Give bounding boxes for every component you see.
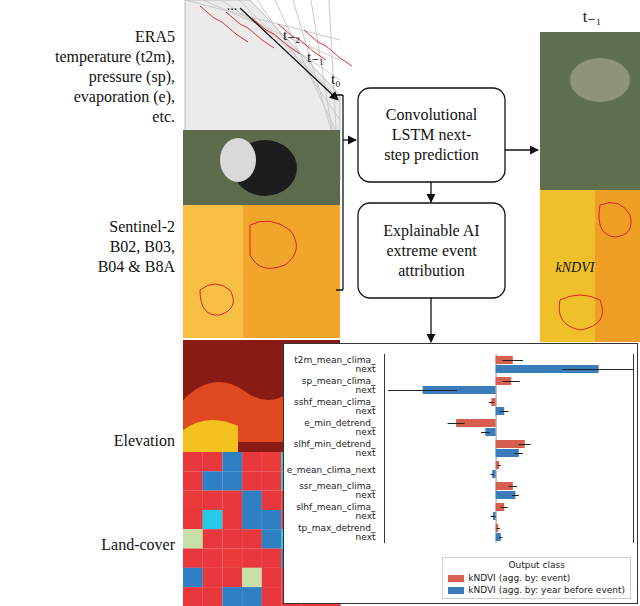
svg-text:...: ... [227, 0, 238, 13]
html-text:kNDVI (agg. by: event): kNDVI (agg. by: event) [468, 573, 571, 583]
svg-text:Sentinel-2B02, B03,B04 & B8A: Sentinel-2B02, B03,B04 & B8A [98, 218, 176, 275]
svg-text:Explainable AIextreme eventatt: Explainable AIextreme eventattribution [383, 222, 479, 279]
svg-text:sp_mean_clima_next: sp_mean_clima_next [302, 376, 376, 395]
svg-text:Elevation: Elevation [114, 432, 175, 449]
svg-text:t₋₁: t₋₁ [307, 49, 324, 65]
svg-text:ssr_mean_clima_next: ssr_mean_clima_next [299, 481, 376, 500]
svg-text:t₋₁: t₋₁ [583, 8, 601, 25]
svg-text:t₀: t₀ [331, 71, 340, 87]
svg-text:e_mean_clima_next: e_mean_clima_next [287, 465, 376, 475]
svg-text:ConvolutionalLSTM next-step pr: ConvolutionalLSTM next-step prediction [384, 106, 479, 164]
svg-text:ERA5temperature (t2m),pressure: ERA5temperature (t2m),pressure (sp),evap… [55, 28, 175, 125]
svg-text:Land-cover: Land-cover [101, 536, 175, 553]
svg-text:slhf_min_detrend_next: slhf_min_detrend_next [294, 439, 376, 458]
svg-text:t2m_mean_clima_next: t2m_mean_clima_next [294, 355, 376, 374]
svg-text:sshf_mean_clima_next: sshf_mean_clima_next [294, 397, 376, 416]
svg-text:tp_max_detrend_next: tp_max_detrend_next [298, 523, 376, 542]
svg-text:kNDVI: kNDVI [556, 260, 596, 275]
svg-text:t₋₂: t₋₂ [283, 27, 300, 43]
html-text:kNDVI (agg. by: year before ev: kNDVI (agg. by: year before event) [468, 585, 625, 595]
svg-text:slhf_mean_clima_next: slhf_mean_clima_next [296, 502, 376, 521]
svg-text:e_min_detrend_next: e_min_detrend_next [304, 418, 376, 437]
html-text:Output class: Output class [508, 560, 565, 570]
